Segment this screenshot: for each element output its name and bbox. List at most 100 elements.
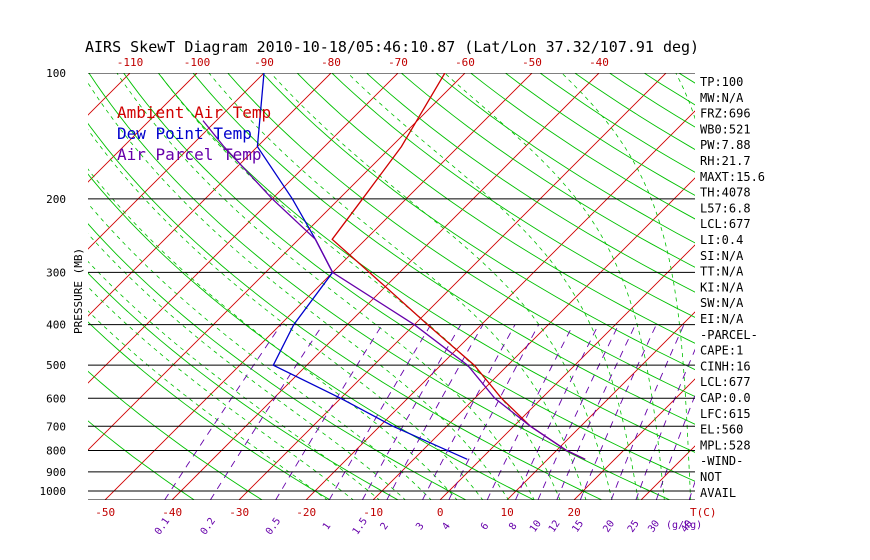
isotherm-line: [842, 73, 870, 500]
index-entry: EL:560: [700, 423, 743, 437]
dry-adiabat-line: [123, 73, 695, 482]
air-parcel-templine: [202, 120, 586, 460]
top-temp-tick-label: -90: [254, 56, 274, 69]
chart-title: AIRS SkewT Diagram 2010-10-18/05:46:10.8…: [85, 38, 699, 56]
pressure-tick-label: 200: [46, 193, 66, 206]
dry-adiabat-line: [505, 73, 695, 196]
index-entry: AVAIL: [700, 486, 736, 500]
moist-adiabat-line: [88, 286, 355, 500]
index-entry: MW:N/A: [700, 91, 744, 105]
moist-adiabat-line: [270, 73, 613, 500]
moist-adiabat-line: [116, 73, 535, 500]
isotherm-line: [88, 73, 131, 116]
grid-lines: [0, 73, 870, 500]
bottom-temp-tick-label: 10: [501, 506, 514, 519]
pressure-tick-label: 400: [46, 319, 66, 332]
index-entry: KI:N/A: [700, 280, 744, 294]
mixing-ratio-line: [422, 324, 516, 500]
mixing-ratio-label: 8: [507, 521, 519, 532]
top-temp-tick-label: -70: [388, 56, 408, 69]
index-entry: LFC:615: [700, 407, 751, 421]
pressure-tick-label: 1000: [40, 485, 67, 498]
index-entry: LCL:677: [700, 375, 751, 389]
dry-adiabat-line: [748, 73, 870, 500]
top-temp-tick-label: -100: [184, 56, 211, 69]
pressure-tick-label: 700: [46, 420, 66, 433]
moist-adiabat-line: [561, 73, 692, 500]
dry-adiabat-line: [88, 122, 602, 500]
isotherm-line: [88, 73, 198, 183]
mixing-ratio-line: [655, 394, 695, 500]
index-entry: TT:N/A: [700, 265, 744, 279]
isotherm-line: [0, 73, 63, 500]
dry-adiabat-line: [88, 223, 467, 500]
isotherm-line: [640, 445, 695, 500]
index-entry: NOT: [700, 470, 722, 484]
index-entry: -PARCEL-: [700, 328, 758, 342]
top-temp-tick-label: -80: [321, 56, 341, 69]
index-entry: -WIND-: [700, 454, 743, 468]
index-entry: LCL:677: [700, 217, 751, 231]
temp-unit-label: T(C): [690, 506, 717, 519]
isotherm-line: [88, 73, 399, 384]
mixing-ratio-unit-label: (g/kg): [666, 520, 702, 531]
isotherm-line: [775, 73, 870, 500]
mixing-ratio-label: 0.2: [199, 516, 218, 537]
sounding-series: [202, 73, 586, 460]
dry-adiabat-line: [539, 73, 695, 173]
dry-adiabat-line: [88, 420, 195, 500]
dry-adiabat-line: [88, 73, 670, 500]
mixing-ratio-line: [486, 324, 574, 500]
mixing-ratio-line: [556, 324, 636, 500]
mixing-ratio-line: [515, 324, 599, 500]
dry-adiabat-line: [157, 73, 695, 453]
index-entry: L57:6.8: [700, 201, 751, 215]
index-entry: PW:7.88: [700, 138, 751, 152]
mixing-ratio-line: [386, 324, 484, 500]
isotherm-line: [238, 73, 667, 500]
index-entry: SW:N/A: [700, 296, 744, 310]
index-entry: LI:0.4: [700, 233, 743, 247]
mixing-ratio-line: [635, 348, 695, 500]
top-temp-tick-label: -60: [455, 56, 475, 69]
index-entry: TH:4078: [700, 186, 751, 200]
mixing-ratio-label: 15: [570, 519, 586, 535]
mixing-ratio-line: [579, 324, 657, 500]
dry-adiabat-line: [88, 370, 263, 500]
mixing-ratio-line: [537, 324, 620, 500]
dry-adiabat-line: [227, 73, 695, 398]
mixing-ratio-label: 12: [547, 518, 563, 534]
dry-adiabat-line: [366, 73, 695, 293]
moist-adiabat-line: [444, 73, 665, 500]
top-temp-tick-label: -110: [117, 56, 144, 69]
pressure-tick-label: 100: [46, 67, 66, 80]
mixing-ratio-label: 20: [601, 519, 617, 535]
dry-adiabat-line: [331, 73, 695, 318]
legend: Ambient Air Temp Dew Point Temp Air Parcel…: [117, 103, 271, 164]
index-entry: SI:N/A: [700, 249, 744, 263]
isotherm-line: [88, 73, 265, 250]
isotherm-line: [104, 73, 533, 500]
bottom-temp-tick-label: 0: [437, 506, 444, 519]
index-entry: MPL:528: [700, 438, 751, 452]
index-entry: RH:21.7: [700, 154, 751, 168]
bottom-temp-tick-label: -10: [363, 506, 383, 519]
mixing-ratio-label: 6: [479, 521, 491, 532]
legend-entry: Dew Point Temp: [117, 124, 252, 143]
moist-adiabat-line: [208, 73, 587, 500]
pressure-tick-label: 800: [46, 444, 66, 457]
dry-adiabat-line: [88, 173, 535, 500]
moist-adiabat-line: [158, 73, 561, 500]
index-entry: FRZ:696: [700, 107, 751, 121]
isotherm-line: [573, 378, 695, 500]
moist-adiabat-line: [88, 129, 484, 500]
index-entry: MAXT:15.6: [700, 170, 765, 184]
mixing-ratio-label: 1.5: [351, 516, 370, 537]
mixing-ratio-label: 4: [441, 521, 453, 532]
dry-adiabat-line: [435, 73, 695, 244]
bottom-temp-tick-label: -50: [95, 506, 115, 519]
mixing-ratio-line: [210, 324, 324, 500]
dew-point-templine: [256, 73, 468, 460]
pressure-tick-label: 900: [46, 466, 66, 479]
